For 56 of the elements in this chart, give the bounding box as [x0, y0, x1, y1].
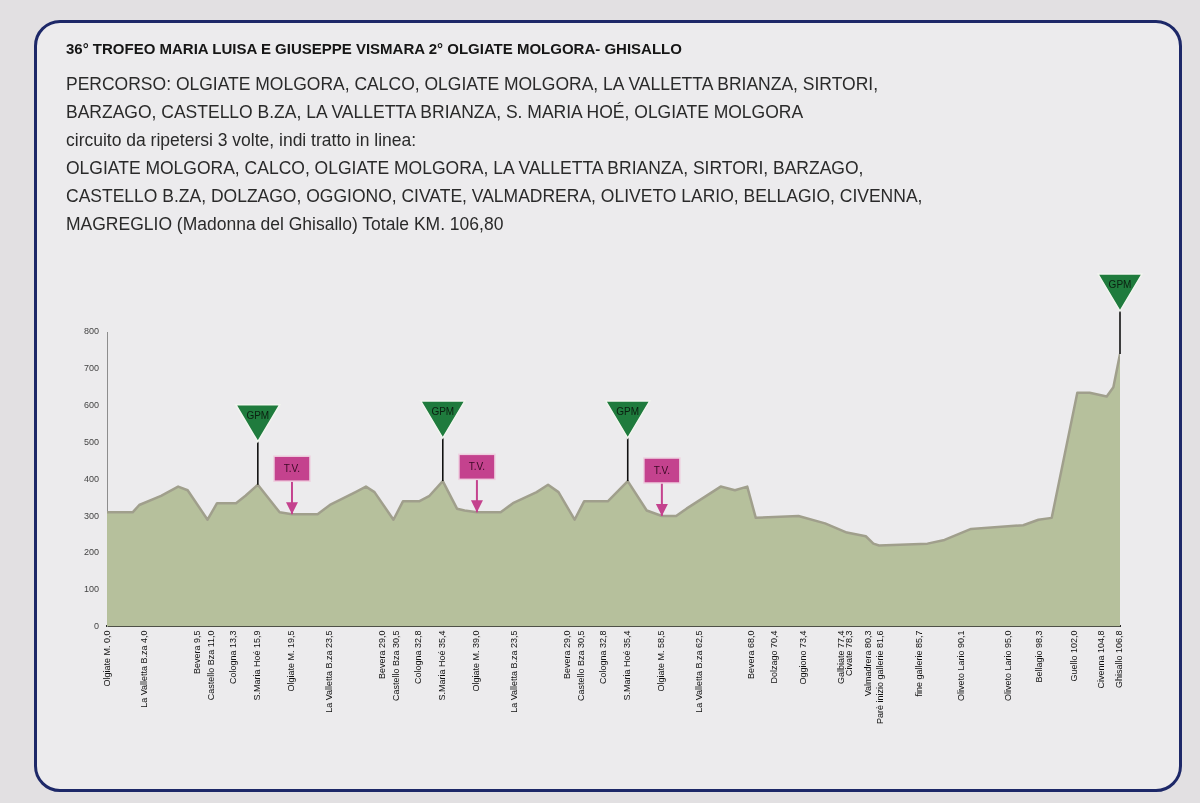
- annotation: T.V.: [653, 465, 671, 477]
- chart-title: 36° TROFEO MARIA LUISA E GIUSEPPE VISMARA 2° OLGIATE MOLGORA- GHISALLO: [66, 40, 682, 57]
- x-tick-label: Olgiate M. 0,0: [101, 630, 112, 687]
- y-tick-label: 500: [83, 436, 100, 447]
- x-tick-label: Oliveto Lario 90,1: [956, 630, 967, 701]
- x-tick-label: Valmadrera 80,3: [863, 630, 874, 697]
- y-tick-label: 800: [83, 326, 100, 337]
- x-tick-label: Galbiate 77,4: [835, 630, 846, 684]
- x-tick-label: La Valletta B.za 62,5: [694, 630, 705, 713]
- x-tick-label: Olgiate M. 58,5: [656, 630, 667, 692]
- x-tick-label: Cologna 32,8: [412, 630, 423, 684]
- x-tick-label: Bellagio 98,3: [1033, 630, 1044, 683]
- x-tick-label: La Valletta B.za 23,5: [324, 630, 335, 713]
- x-tick-label: Civate 78,3: [844, 630, 855, 676]
- arrow-sign: T.V.: [458, 453, 496, 514]
- y-tick-label: 200: [83, 547, 100, 558]
- x-tick-label: Cologna 13,3: [227, 630, 238, 684]
- y-tick-label: 0: [94, 620, 100, 631]
- x-tick-label: Parè inizio gallerie 81,6: [875, 630, 886, 725]
- x-tick-label: Oliveto Lario 95,0: [1002, 630, 1013, 701]
- y-tick-label: 300: [83, 510, 100, 521]
- x-tick-label: Guello 102,0: [1068, 630, 1079, 682]
- chart-subtitle: PERCORSO: OLGIATE MOLGORA, CALCO, OLGIATE MOLGORA, LA VALLETTA BRIANZA, SIRTORI, BARZAGO, CASTELLO B.ZA, LA VALLETTA BRIANZA, S. MARIA HOÉ, OLGIATE MOLGORA circuito da ripetersi 3 volte, indi tratto in linea: OLGIATE MOLGORA, CALCO, OLGIATE MOLGORA, LA VALLETTA BRIANZA, SIRTORI, BARZAGO, CASTELLO B.ZA, DOLZAGO, OGGIONO, CIVATE, VALMADRERA, OLIVETO LARIO, BELLAGIO, CIVENNA, MAGREGLIO (Madonna del Ghisallo) Totale KM. 106,80: [66, 73, 923, 236]
- x-tick-label: S.Maria Hoé 35,4: [622, 630, 633, 701]
- x-tick-label: Castello Bza 30,5: [575, 630, 586, 701]
- x-tick-label: fine gallerie 85,7: [914, 630, 925, 697]
- x-tick-label: Bevera 29,0: [561, 630, 572, 679]
- arrow-sign: T.V.: [643, 457, 681, 518]
- annotation: GPM: [246, 409, 270, 421]
- x-tick-label: Olgiate M. 39,0: [471, 630, 482, 692]
- y-tick-label: 100: [83, 584, 100, 595]
- y-tick-label: 700: [83, 363, 100, 374]
- y-tick-label: 400: [83, 473, 100, 484]
- x-tick-label: Civenna 104,8: [1095, 630, 1106, 689]
- x-tick-label: Bevera 9,5: [191, 630, 202, 674]
- annotation: T.V.: [468, 461, 486, 473]
- x-tick-label: La Valletta B.za 4,0: [139, 630, 150, 708]
- x-tick-label: Castello Bza 11,0: [205, 630, 216, 701]
- x-tick-label: Castello Bza 30,5: [390, 630, 401, 701]
- x-tick-label: Cologna 32,8: [597, 630, 608, 684]
- x-tick-label: S.Maria Hoé 15,9: [252, 630, 263, 701]
- annotation: GPM: [1108, 279, 1132, 291]
- triangle-sign: GPM: [1096, 273, 1144, 355]
- y-tick-label: 600: [83, 400, 100, 411]
- x-tick-label: Olgiate M. 19,5: [286, 630, 297, 692]
- x-tick-label: Oggiono 73,4: [797, 630, 808, 685]
- annotation: GPM: [616, 406, 640, 418]
- x-tick-label: La Valletta B.za 23,5: [509, 630, 520, 713]
- x-tick-label: Dolzago 70,4: [769, 630, 780, 684]
- annotation: GPM: [431, 406, 455, 418]
- arrow-sign: T.V.: [273, 455, 311, 516]
- x-tick-label: Ghisallo 106,8: [1114, 630, 1125, 688]
- annotation: T.V.: [283, 463, 301, 475]
- x-tick-label: S.Maria Hoé 35,4: [437, 630, 448, 701]
- x-tick-label: Bevera 29,0: [376, 630, 387, 679]
- x-tick-label: Bevera 68,0: [746, 630, 757, 679]
